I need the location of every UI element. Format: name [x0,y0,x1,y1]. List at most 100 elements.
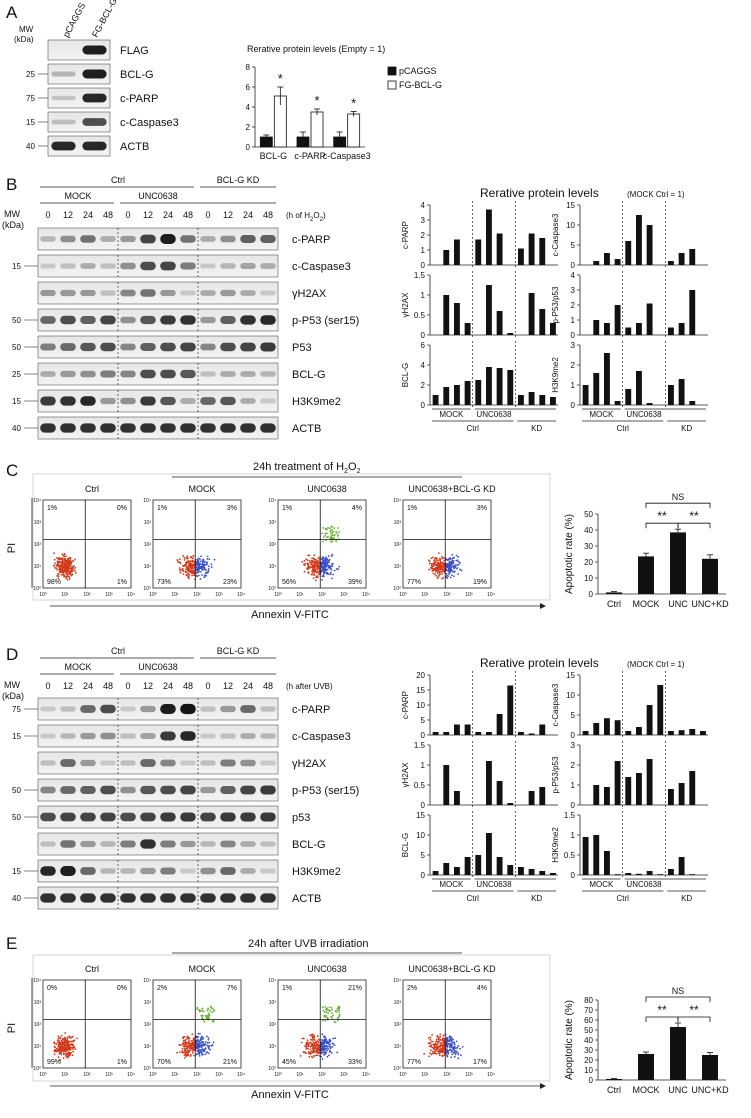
flow-event [326,1055,329,1058]
flow-x-tick: 10⁴ [127,1072,135,1078]
flow-event [431,1033,433,1036]
flow-event [323,572,325,575]
flow-event [57,1037,60,1040]
flow-event [442,1038,444,1040]
flow-event [182,555,184,557]
blot-band [60,812,76,822]
flow-event [453,1051,456,1053]
blot-band [200,760,216,766]
flow-event [63,559,66,561]
panel-letter-b: B [6,175,17,194]
y-tick-label: 0 [571,401,576,410]
blot-label: c-PARP [292,234,330,246]
flow-title: Ctrl [85,964,99,974]
quant-bar [550,323,556,335]
flow-event [186,568,189,571]
flow-x-tick: 10⁰ [149,1072,157,1078]
flow-event [323,536,325,538]
flow-event [337,1009,340,1012]
flow-event [176,558,179,561]
flow-event [55,1043,58,1045]
y-tick-label: 0 [571,331,576,340]
sub-mock-label: MOCK [65,191,92,201]
flow-event [320,564,323,567]
quant-bar [486,209,492,265]
flow-event [446,1048,448,1051]
blot-band [60,343,76,351]
quant-bar [443,765,450,805]
category-label: MOCK [633,1085,660,1095]
blot-band [60,866,76,876]
flow-event [451,1046,454,1049]
blot-band [140,261,156,271]
blot-band [260,812,276,822]
flow-event [59,1036,62,1039]
quant-bar [668,385,674,405]
flow-event [62,573,64,576]
flow-event [185,1045,188,1048]
flow-event [310,1044,313,1047]
flow-event [191,1044,193,1046]
significance-bracket [645,1016,679,1022]
significance-star: * [351,96,356,111]
blot-label: p-P53 (ser15) [292,785,359,797]
quant-bar [636,215,642,265]
flow-event [313,1036,316,1039]
flow-event [313,565,316,568]
blot-band [100,423,116,433]
flow-event [431,568,434,571]
quant-bar [646,871,653,875]
quant-bar [539,787,546,805]
blot-band [60,289,76,297]
flow-event [191,564,194,567]
quant-bar [614,259,621,265]
flow-event [452,1038,455,1041]
flow-y-tick: 10⁴ [393,498,401,504]
quadrant-lr: 23% [223,579,237,586]
flow-event [182,1043,185,1046]
flow-event [60,566,63,569]
flow-event [73,1045,75,1048]
flow-event [440,561,443,564]
flow-event [337,534,340,536]
quadrant-ur: 0% [117,985,127,992]
y-tick-label: 10 [566,691,575,700]
category-label: BCL-G [260,151,288,161]
blot-band [180,840,196,848]
flow-event [179,562,182,565]
flow-x-tick: 10¹ [296,592,304,598]
blot-label: p-P53 (ser15) [292,315,359,327]
flow-event [58,560,61,563]
flow-event [335,540,338,542]
mw-marker: 50 [12,343,21,352]
blot-band [200,290,216,296]
flow-event [431,563,434,565]
mw-marker: 25 [12,370,21,379]
flow-event [205,563,208,566]
blot-band [60,423,76,433]
blot-band [82,93,107,103]
flow-event [192,554,195,557]
flow-event [67,569,70,572]
flow-event [450,1039,453,1042]
flow-event [308,559,311,562]
quant-bar [604,851,610,875]
flow-event [201,1010,204,1012]
flow-event [310,562,313,565]
flow-event [193,1049,195,1052]
flow-event [56,564,58,567]
quant-ylabel: BCL-G [401,833,410,857]
flow-y-tick: 10⁰ [143,586,151,592]
flow-event [437,552,440,555]
blot-band [240,290,256,296]
flow-event [53,1050,56,1053]
quant-bar [550,873,556,875]
flow-event [64,565,67,568]
y-tick-label: 20 [584,558,593,567]
quant-charts-d: Rerative protein levels (MOCK Ctrl = 1) 0 5… [401,656,708,903]
flow-event [439,559,441,562]
flow-event [196,1044,199,1047]
flow-x-tick: 10³ [340,592,348,598]
blot-band [100,868,116,874]
flow-event [62,562,65,564]
